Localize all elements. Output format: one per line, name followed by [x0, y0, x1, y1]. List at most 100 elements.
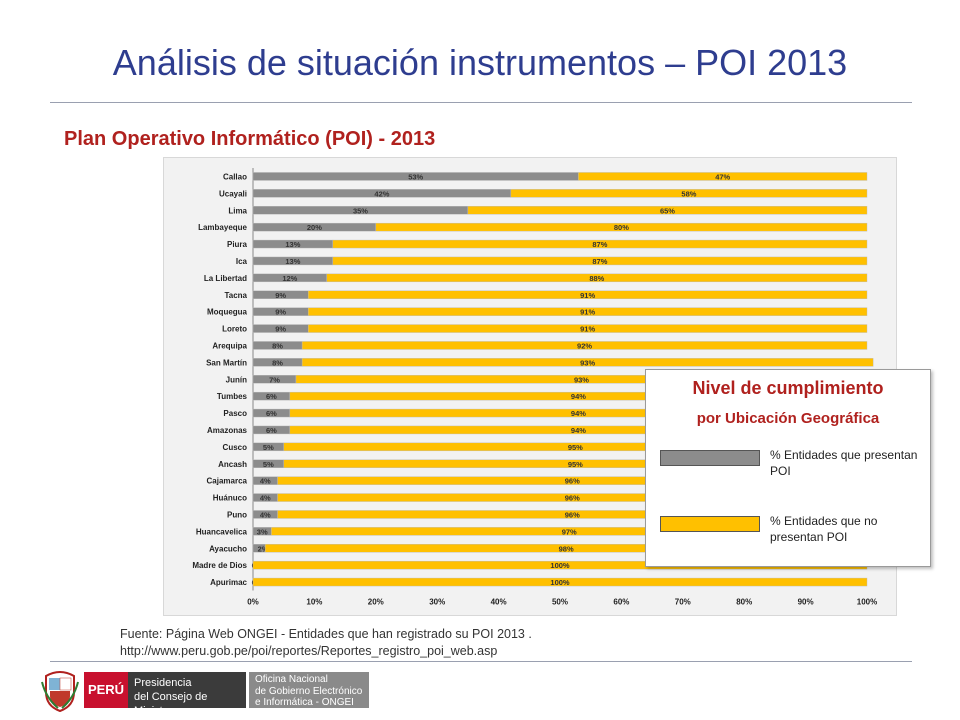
data-label-no-presentan: 47%: [715, 172, 730, 181]
source-line: Fuente: Página Web ONGEI - Entidades que…: [120, 627, 532, 641]
data-label-no-presentan: 100%: [550, 578, 570, 587]
title-divider: [50, 102, 912, 103]
data-label-presentan: 42%: [374, 189, 389, 198]
data-label-no-presentan: 91%: [580, 325, 595, 334]
category-label: La Libertad: [204, 274, 247, 283]
data-label-presentan: 12%: [282, 274, 297, 283]
legend-panel: Nivel de cumplimiento por Ubicación Geog…: [645, 369, 931, 567]
x-tick-label: 30%: [429, 598, 445, 607]
legend-swatch-presentan: [660, 450, 760, 466]
category-label: Lambayeque: [198, 223, 247, 232]
pcm-name: Presidencia del Consejo de Ministros: [128, 672, 246, 717]
category-label: Arequipa: [212, 341, 247, 350]
ongei-line3: e Informática - ONGEI: [255, 697, 354, 708]
category-label: Moquegua: [207, 308, 248, 317]
category-label: Apurimac: [210, 578, 247, 587]
data-label-no-presentan: 95%: [568, 460, 583, 469]
data-label-no-presentan: 91%: [580, 308, 595, 317]
legend-subtitle: por Ubicación Geográfica: [696, 410, 880, 427]
data-label-presentan: 8%: [272, 358, 283, 367]
legend-label-no-presentan: % Entidades que no presentan POI: [770, 514, 878, 544]
data-label-presentan: 2%: [258, 544, 269, 553]
x-tick-label: 80%: [736, 598, 752, 607]
category-label: Puno: [227, 510, 247, 519]
data-label-presentan: 8%: [272, 341, 283, 350]
data-label-no-presentan: 65%: [660, 206, 675, 215]
data-label-presentan: 9%: [275, 291, 286, 300]
legend-label-presentan: % Entidades que presentan POI: [770, 448, 918, 478]
x-tick-label: 40%: [491, 598, 507, 607]
category-label: Cajamarca: [207, 477, 248, 486]
data-label-presentan: 20%: [307, 223, 322, 232]
data-label-presentan: 3%: [257, 527, 268, 536]
x-tick-label: 50%: [552, 598, 568, 607]
x-tick-label: 20%: [368, 598, 384, 607]
data-label-no-presentan: 96%: [565, 494, 580, 503]
data-label-no-presentan: 94%: [571, 409, 586, 418]
data-label-presentan: 5%: [263, 460, 274, 469]
data-label-no-presentan: 88%: [589, 274, 604, 283]
bar-no-presentan: [578, 172, 868, 181]
data-label-no-presentan: 94%: [571, 426, 586, 435]
data-label-no-presentan: 98%: [559, 544, 574, 553]
x-tick-label: 0%: [247, 598, 259, 607]
pcm-line1: Presidencia: [134, 677, 192, 689]
bar-no-presentan: [252, 577, 868, 587]
data-label-no-presentan: 97%: [562, 527, 577, 536]
x-tick-label: 60%: [613, 598, 629, 607]
category-label: Callao: [223, 172, 247, 181]
pcm-line2: del Consejo de Ministros: [134, 691, 208, 717]
data-label-presentan: 4%: [260, 477, 271, 486]
bar-no-presentan: [308, 324, 868, 333]
category-label: Ancash: [218, 460, 247, 469]
data-label-no-presentan: 100%: [550, 561, 570, 570]
data-label-no-presentan: 91%: [580, 291, 595, 300]
bar-no-presentan: [326, 273, 868, 283]
data-label-presentan: 6%: [266, 392, 277, 401]
data-label-presentan: 13%: [285, 257, 300, 266]
category-label: Junín: [226, 375, 247, 384]
category-label: Ica: [236, 257, 248, 266]
data-label-no-presentan: 87%: [592, 257, 607, 266]
category-label: San Martín: [206, 358, 247, 367]
peru-brand: PERÚ: [84, 672, 128, 708]
data-label-no-presentan: 96%: [565, 510, 580, 519]
category-label: Huánuco: [213, 494, 247, 503]
category-label: Huancavelica: [196, 527, 248, 536]
data-label-no-presentan: 87%: [592, 240, 607, 249]
data-label-presentan: 4%: [260, 510, 271, 519]
category-label: Tacna: [224, 291, 247, 300]
data-label-presentan: 6%: [266, 409, 277, 418]
pcm-logo: PERÚ Presidencia del Consejo de Ministro…: [84, 668, 246, 717]
category-label: Pasco: [223, 409, 247, 418]
category-label: Ayacucho: [209, 544, 247, 553]
data-label-no-presentan: 94%: [571, 392, 586, 401]
bar-no-presentan: [467, 206, 868, 215]
category-label: Madre de Dios: [192, 561, 247, 570]
data-label-presentan: 35%: [353, 206, 368, 215]
data-label-no-presentan: 58%: [681, 189, 696, 198]
data-label-no-presentan: 95%: [568, 443, 583, 452]
bar-no-presentan: [308, 307, 868, 316]
data-label-no-presentan: 80%: [614, 223, 629, 232]
data-label-presentan: 5%: [263, 443, 274, 452]
legend-swatch-no-presentan: [660, 516, 760, 532]
category-label: Lima: [228, 206, 247, 215]
data-label-no-presentan: 93%: [580, 358, 595, 367]
data-label-presentan: 6%: [266, 426, 277, 435]
category-label: Tumbes: [217, 392, 248, 401]
x-tick-label: 90%: [798, 598, 814, 607]
ongei-logo: Oficina Nacional de Gobierno Electrónico…: [249, 668, 369, 712]
data-label-presentan: 13%: [285, 240, 300, 249]
data-label-no-presentan: 96%: [565, 477, 580, 486]
bar-no-presentan: [301, 341, 868, 350]
source-note: Fuente: Página Web ONGEI - Entidades que…: [120, 626, 532, 660]
bar-no-presentan: [375, 222, 868, 232]
data-label-no-presentan: 93%: [574, 375, 589, 384]
data-label-presentan: 9%: [275, 308, 286, 317]
category-label: Loreto: [222, 325, 247, 334]
bar-no-presentan: [301, 358, 874, 367]
x-tick-label: 100%: [857, 598, 877, 607]
data-label-no-presentan: 92%: [577, 341, 592, 350]
x-tick-label: 10%: [306, 598, 322, 607]
